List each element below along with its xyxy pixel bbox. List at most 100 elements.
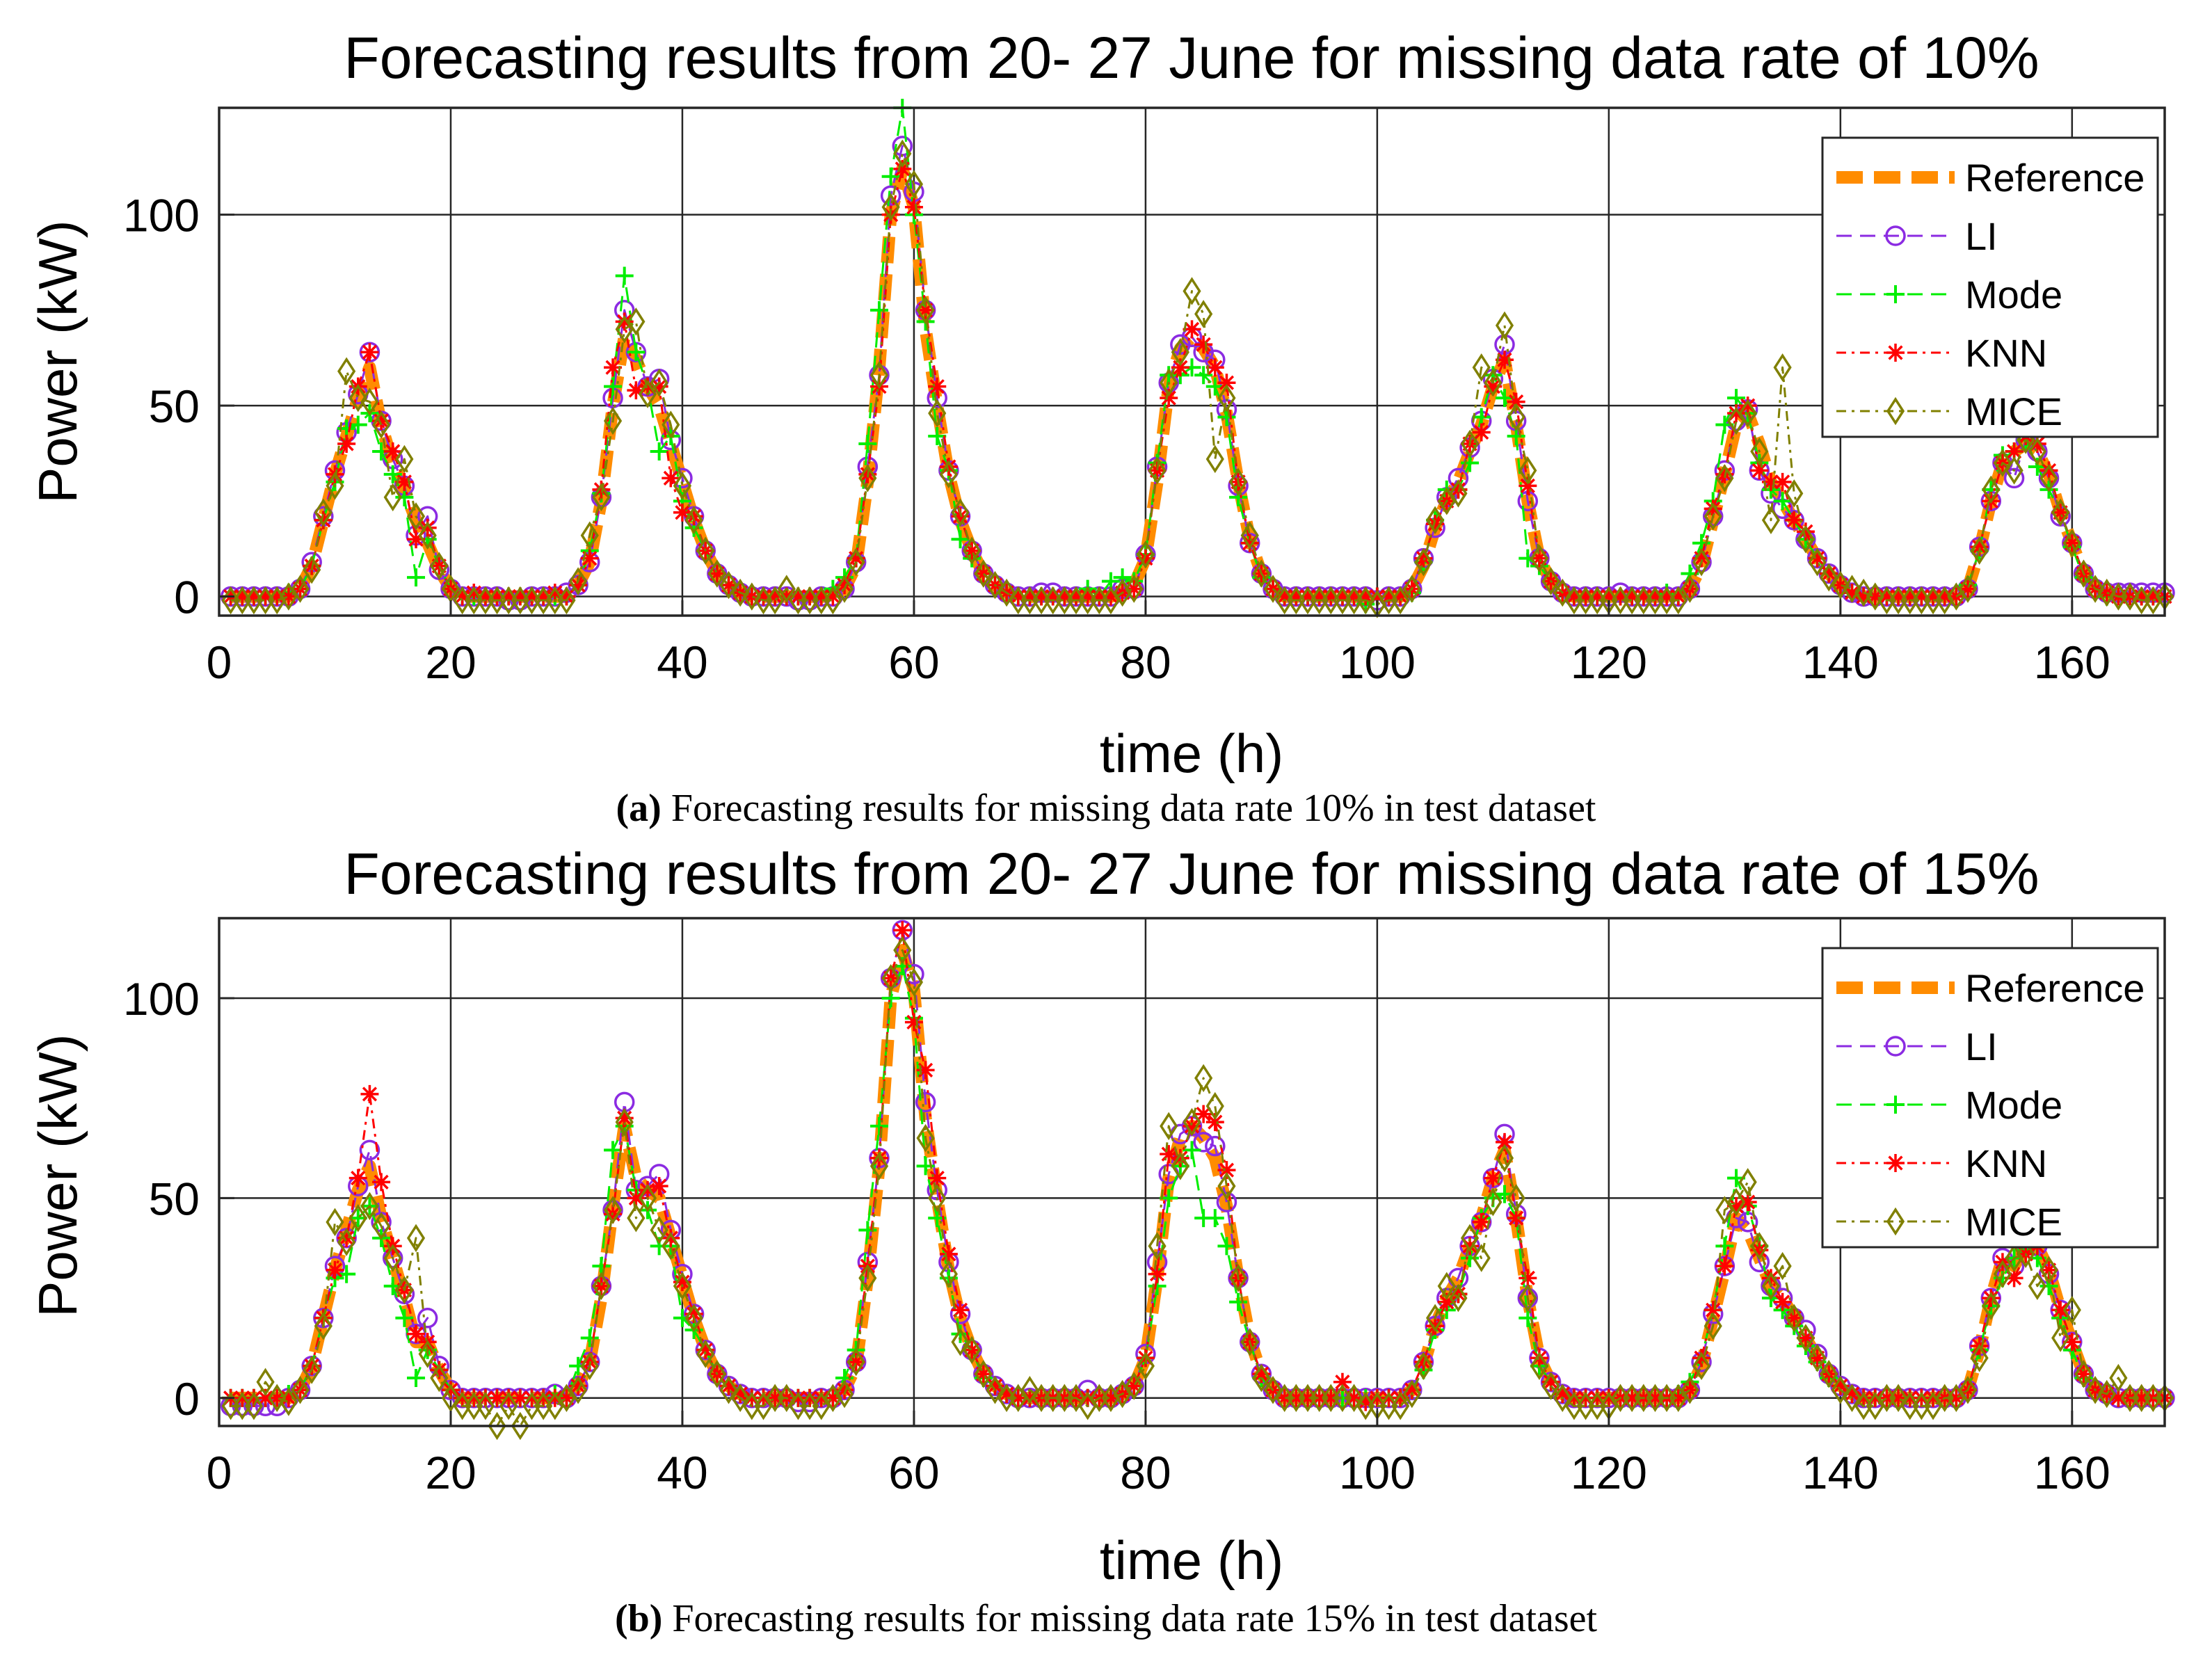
data-point-mice [1518, 1283, 1537, 1313]
data-point-knn [476, 587, 495, 606]
data-point-mice [1484, 1187, 1502, 1217]
data-point-knn [1287, 587, 1306, 606]
data-point-knn [1148, 1265, 1167, 1283]
data-point-knn [997, 1385, 1016, 1404]
data-point-mice [1240, 1328, 1259, 1356]
data-point-mice [1194, 1064, 1213, 1093]
data-point-mice [1229, 1264, 1248, 1292]
data-point-mice [2074, 559, 2093, 588]
data-point-mice [1113, 1379, 1132, 1409]
data-point-mice [916, 296, 935, 325]
data-point-knn [777, 587, 796, 606]
data-point-knn [1623, 1388, 1642, 1407]
data-point-mice [1750, 1232, 1769, 1260]
data-point-mice [893, 936, 912, 965]
x-tick-label: 20 [425, 636, 476, 688]
data-point-knn [1518, 1269, 1537, 1288]
data-point-knn [1599, 587, 1618, 606]
data-point-knn [1761, 472, 1780, 491]
data-point-knn [499, 1388, 518, 1407]
data-point-knn [662, 469, 680, 488]
data-point-knn [1935, 587, 1954, 606]
data-point-mice [1738, 1168, 1757, 1196]
data-point-knn [441, 1381, 460, 1400]
data-point-mice [592, 483, 611, 512]
data-point-mice [1125, 575, 1144, 603]
data-point-knn [1194, 1105, 1213, 1123]
data-point-knn [801, 587, 819, 606]
legend-label-reference: Reference [1965, 966, 2145, 1010]
data-point-knn [1484, 377, 1502, 396]
data-point-knn [1889, 587, 1908, 606]
data-point-knn [696, 1340, 715, 1359]
data-point-mice [824, 586, 842, 615]
data-point-li [2003, 467, 2025, 489]
data-point-knn [1507, 1209, 1525, 1228]
data-point-mice [1194, 300, 1213, 328]
data-point-mice [395, 1276, 414, 1304]
data-point-knn [939, 457, 958, 476]
data-point-knn [1785, 1308, 1804, 1327]
y-tick-label: 0 [174, 572, 200, 623]
data-point-mice [1148, 456, 1167, 485]
data-point-knn [545, 584, 564, 602]
data-point-mice [1460, 1224, 1480, 1253]
chart-a-plot-frame [218, 106, 2166, 617]
data-point-knn [1402, 1381, 1421, 1400]
data-point-knn [835, 576, 854, 595]
data-point-knn [2062, 1333, 2081, 1352]
data-point-mice [904, 968, 924, 997]
data-point-knn [1530, 1349, 1548, 1368]
legend-marker-li [1885, 225, 1906, 246]
data-point-mice [326, 1208, 344, 1237]
data-point-knn [407, 530, 426, 549]
data-point-mode [869, 1116, 888, 1135]
data-point-knn [256, 587, 275, 606]
data-point-mice [684, 506, 703, 535]
data-point-knn [1032, 587, 1051, 606]
data-point-knn [1101, 587, 1120, 606]
data-point-knn [1205, 1113, 1224, 1132]
legend-item-reference: Reference [1836, 156, 2145, 200]
data-point-knn [522, 1388, 541, 1407]
data-point-knn [731, 1385, 750, 1404]
data-point-knn [592, 480, 611, 499]
data-point-mice [835, 575, 854, 603]
legend-label-li: LI [1965, 214, 1998, 258]
legend-label-knn: KNN [1965, 1141, 2047, 1185]
data-point-mice [337, 357, 356, 385]
data-point-knn [2039, 461, 2058, 480]
data-point-mice [858, 1264, 877, 1292]
caption-b: (b) Forecasting results for missing data… [0, 1596, 2212, 1641]
data-point-knn [1912, 587, 1931, 606]
data-point-mode [383, 465, 402, 483]
data-point-mice [1020, 1376, 1039, 1404]
x-tick-label: 160 [2034, 636, 2110, 688]
data-point-knn [1726, 1196, 1745, 1215]
data-point-mice [1958, 575, 1978, 603]
data-point-mice [1681, 1376, 1699, 1404]
data-point-mice [951, 1328, 970, 1356]
data-point-mice [592, 1272, 611, 1301]
data-point-knn [1205, 358, 1224, 377]
data-point-mode [1472, 408, 1491, 426]
data-point-knn [1078, 1388, 1097, 1407]
data-point-mice [580, 521, 599, 550]
data-point-knn [256, 1388, 275, 1407]
chart-b: Forecasting results from 20- 27 June for… [27, 841, 2175, 1591]
data-point-mode [1229, 488, 1248, 506]
data-point-mice [1773, 1251, 1792, 1281]
data-point-mice [2097, 1379, 2116, 1409]
data-point-knn [465, 1388, 483, 1407]
chart-b-plot-frame [218, 917, 2166, 1427]
data-point-mice [696, 536, 715, 565]
data-point-mice [1553, 1384, 1572, 1412]
data-point-knn [557, 587, 576, 606]
data-point-knn [916, 300, 935, 319]
data-point-mice [580, 1352, 599, 1381]
data-point-mode [1205, 1209, 1224, 1228]
data-point-mode [1183, 1141, 1201, 1160]
data-point-mice [1125, 1372, 1144, 1400]
data-point-mice [279, 1388, 298, 1416]
data-point-knn [1889, 1388, 1908, 1407]
